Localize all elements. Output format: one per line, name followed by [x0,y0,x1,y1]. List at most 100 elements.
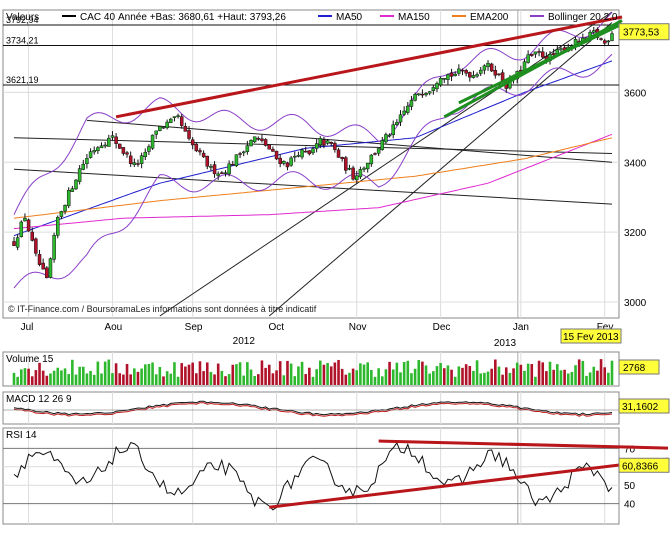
volume-bar [12,372,16,385]
volume-bar [63,368,67,385]
candle-body [114,136,118,144]
volume-bar [282,375,286,385]
volume-bar [154,374,158,385]
volume-bar [384,369,388,385]
volume-bar [446,365,450,385]
volume-bar [49,373,52,385]
volume-bar [457,366,461,385]
volume-bar [249,369,253,385]
candle-body [489,63,494,72]
rsi-tick-label: 70 [624,444,636,455]
volume-bar [220,370,224,385]
legend-instrument: CAC 40 [80,12,115,23]
volume-bar [472,370,475,385]
candle-body [231,163,235,166]
volume-bar [191,362,194,385]
candle-body [497,73,501,76]
candle-body [344,157,348,171]
candle-body [482,65,487,71]
candle-body [103,144,107,147]
rsi-value-label: 60,8366 [622,461,659,472]
volume-bar [610,360,614,385]
last-price-label: 3773,53 [623,28,660,39]
candle-body [358,169,363,178]
candle-body [96,147,100,152]
candle-body [59,211,64,217]
candle-body [303,150,308,153]
rsi-trendline [269,457,669,509]
candle-body [99,145,104,149]
volume-bar [607,372,610,385]
candle-body [336,149,341,158]
volume-bar [570,371,574,385]
candle-body [179,116,184,126]
volume-bar [30,376,34,385]
candle-body [34,238,38,254]
legend-item-label: MA50 [336,12,363,23]
volume-bar [318,360,322,385]
volume-badge [618,359,660,375]
volume-bar [537,360,541,385]
candle-body [172,116,177,118]
trendline-red [115,15,623,119]
candle-body [296,155,301,157]
candle-body [307,150,312,155]
volume-bar [519,364,523,385]
volume-bar [377,368,380,385]
volume-bar [515,362,519,385]
candle-body [274,150,279,160]
volume-bar [504,367,508,385]
volume-bar [103,361,107,385]
candle-body [15,237,20,248]
volume-bar [329,366,333,385]
volume-bar [577,359,581,385]
volume-bar [227,374,231,385]
x-axis-month-label: Aou [104,322,122,333]
volume-bar [581,360,585,385]
volume-bar [147,363,151,385]
candle-body [212,164,217,175]
rsi-line [13,441,613,511]
volume-bar [140,368,143,385]
candle-body [19,221,24,237]
x-axis-month-label: Sep [185,322,203,333]
candle-body [322,139,326,146]
volume-bar [118,373,122,385]
volume-bar [114,363,118,385]
candle-body [136,163,140,165]
volume-bar [187,364,191,385]
candle-body [533,51,538,55]
volume-bar [195,373,198,385]
volume-bar [308,367,311,385]
candle-body [300,149,304,158]
candle-body [427,91,432,94]
trendline-green [458,22,623,105]
volume-bar [315,369,318,385]
volume-bar [286,360,289,385]
volume-bar [359,363,362,385]
candle-body [245,145,250,153]
volume-bar [559,370,563,385]
candle-body [540,51,545,58]
volume-bar [366,362,369,385]
candle-body [318,138,323,146]
volume-bar [173,362,176,385]
legend-item-label: MA150 [398,12,430,23]
volume-bar [238,362,242,385]
volume-bar [388,361,391,385]
volume-bar [267,364,271,385]
candle-body [438,77,443,86]
candle-body [555,49,560,54]
trendline-thin [86,119,613,163]
candle-body [340,156,344,160]
candle-body [77,168,82,182]
volume-bar [143,364,147,385]
candle-body [478,69,483,74]
volume-bar [165,371,169,385]
trendline-thin [159,11,613,317]
candle-body [373,153,377,155]
volume-bar [34,370,38,385]
volume-bar [67,374,70,385]
volume-bar [508,372,512,385]
volume-bar [322,364,326,385]
